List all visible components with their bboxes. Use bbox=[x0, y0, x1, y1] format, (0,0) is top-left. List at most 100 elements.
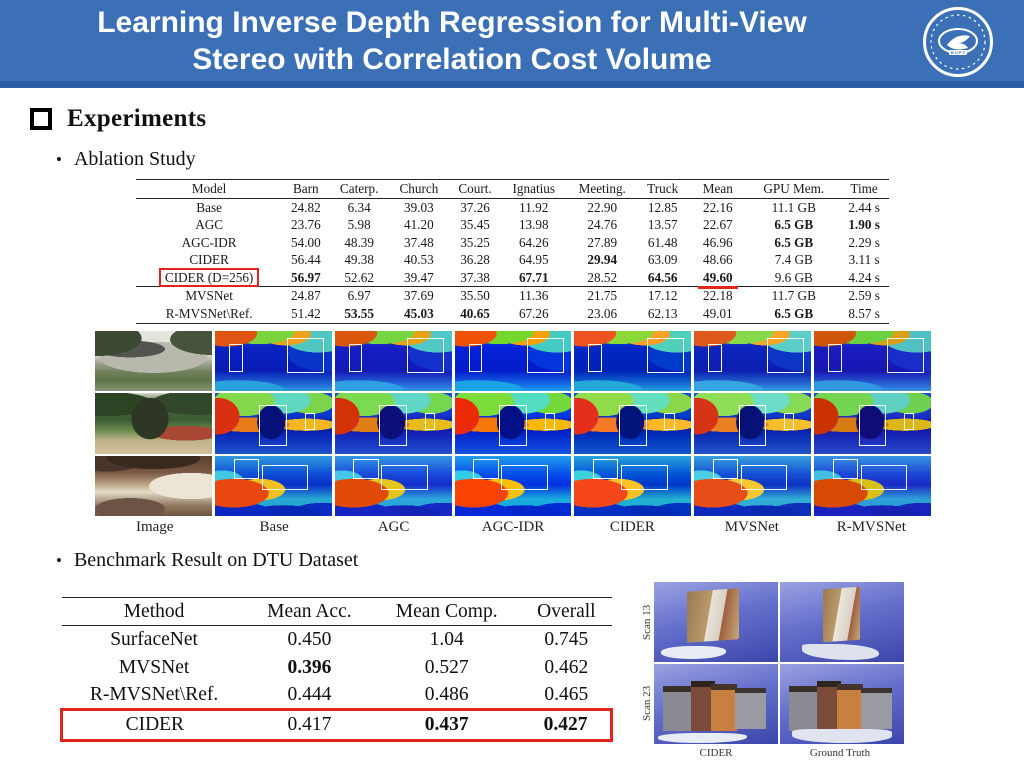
table-cell: AGC bbox=[195, 217, 224, 233]
table-cell: 11.1 GB bbox=[771, 199, 816, 215]
grid-col-label: AGC-IDR bbox=[481, 519, 545, 535]
highlight-rect bbox=[261, 465, 308, 491]
table-row: CIDER 56.44 49.38 40.53 36.28 64.95 29.94 63.09… bbox=[136, 251, 889, 269]
table-cell: 6.5 GB bbox=[774, 234, 814, 250]
table-cell: 48.39 bbox=[344, 234, 374, 250]
table-cell: 48.66 bbox=[702, 252, 733, 268]
table-cell: 37.69 bbox=[404, 288, 434, 304]
table-cell: 53.55 bbox=[344, 306, 374, 322]
highlight-rect bbox=[473, 459, 499, 480]
table-cell: MVSNet bbox=[185, 288, 233, 304]
table-cell: 51.42 bbox=[291, 306, 321, 322]
column-header: Ignatius bbox=[512, 181, 556, 196]
table-row: SurfaceNet 0.450 1.04 0.745 bbox=[62, 626, 612, 654]
table-cell: 64.56 bbox=[647, 269, 678, 285]
table-cell: 41.20 bbox=[404, 217, 434, 233]
table-cell: 61.48 bbox=[647, 234, 678, 250]
render-scan23-ground-truth bbox=[780, 664, 904, 744]
grid-col-label: CIDER bbox=[609, 519, 655, 535]
highlight-rect bbox=[664, 412, 675, 431]
scan23-label: Scan 23 bbox=[641, 685, 653, 722]
depth-map-mvsnet bbox=[694, 393, 812, 454]
table-cell: 0.417 bbox=[246, 708, 373, 742]
depth-map-mvsnet bbox=[694, 455, 812, 516]
table-cell: 0.462 bbox=[544, 656, 589, 678]
highlight-rect bbox=[259, 405, 287, 446]
table-cell: 23.76 bbox=[291, 217, 321, 233]
highlight-rect bbox=[527, 338, 565, 374]
table-cell: 56.44 bbox=[291, 252, 321, 268]
table-cell: 35.45 bbox=[460, 217, 490, 233]
table-cell: CIDER bbox=[59, 708, 247, 742]
table-cell: 6.34 bbox=[347, 199, 371, 215]
highlight-rect bbox=[766, 338, 804, 374]
column-header: Overall bbox=[537, 601, 596, 622]
highlight-rect bbox=[407, 338, 445, 374]
column-header: Truck bbox=[647, 181, 679, 196]
table-cell: 22.67 bbox=[702, 217, 733, 233]
bullet-ablation-study: • Ablation Study bbox=[56, 148, 196, 171]
table-cell: 2.29 s bbox=[848, 234, 880, 250]
depth-map-agc-idr bbox=[454, 455, 572, 516]
highlight-rect bbox=[468, 344, 483, 372]
table-cell: CIDER (D=256) bbox=[136, 267, 282, 288]
table-row: CIDER 0.417 0.437 0.427 bbox=[59, 708, 614, 742]
benchmark-table-body: SurfaceNet 0.450 1.04 0.745 MVSNet 0.396 0.527… bbox=[59, 626, 614, 742]
table-cell: MVSNet bbox=[118, 656, 190, 678]
ablation-table-header: Model Barn Caterp. Church Court. Ignatius Meet… bbox=[136, 179, 889, 199]
table-cell: 37.48 bbox=[404, 234, 434, 250]
highlight-rect bbox=[621, 465, 668, 491]
table-cell: 5.98 bbox=[347, 217, 371, 233]
table-cell: 11.36 bbox=[519, 288, 549, 304]
slide-header: Learning Inverse Depth Regression for Mu… bbox=[0, 0, 1024, 88]
table-cell: R-MVSNet\Ref. bbox=[165, 306, 253, 322]
table-cell: 13.57 bbox=[647, 217, 678, 233]
depth-map-agc bbox=[334, 393, 452, 454]
depth-map-agc-idr bbox=[454, 393, 572, 454]
meeting-room-photo bbox=[95, 455, 212, 516]
highlight-rect bbox=[593, 459, 619, 480]
table-cell: 45.03 bbox=[404, 306, 434, 322]
grid-col-label: MVSNet bbox=[724, 519, 779, 535]
table-cell: 24.82 bbox=[291, 199, 321, 215]
ablation-grid-labels: Image Base AGC AGC-IDR CIDER MVSNet R-MV… bbox=[95, 519, 931, 536]
column-header: Barn bbox=[293, 181, 319, 196]
ablation-image-grid bbox=[95, 331, 931, 516]
table-cell: 0.486 bbox=[424, 684, 469, 706]
highlight-rect bbox=[712, 459, 739, 480]
column-header: Meeting. bbox=[578, 181, 626, 196]
table-row: AGC 23.76 5.98 41.20 35.45 13.98 24.76 13.57 22.… bbox=[136, 216, 889, 234]
dot-bullet-icon: • bbox=[56, 150, 62, 169]
table-cell: 40.65 bbox=[460, 306, 490, 322]
ablation-table-body: Base 24.82 6.34 39.03 37.26 11.92 22.90 12.85 22… bbox=[136, 198, 889, 324]
table-cell: 4.24 s bbox=[848, 269, 880, 285]
slide-title: Learning Inverse Depth Regression for Mu… bbox=[18, 4, 886, 78]
column-header: Mean Acc. bbox=[267, 601, 352, 622]
dtu-cider-label: CIDER bbox=[699, 747, 733, 759]
highlight-rect bbox=[832, 459, 859, 480]
highlight-rect bbox=[228, 344, 243, 372]
highlight-rect bbox=[741, 465, 788, 491]
table-cell: 3.11 s bbox=[848, 252, 880, 268]
table-cell: 11.92 bbox=[519, 199, 549, 215]
table-cell: 36.28 bbox=[460, 252, 490, 268]
table-cell: 37.38 bbox=[460, 269, 490, 285]
depth-map-cider bbox=[574, 455, 692, 516]
table-cell: 54.00 bbox=[291, 234, 321, 250]
svg-text:B U P T: B U P T bbox=[951, 50, 966, 55]
table-cell: 35.25 bbox=[460, 234, 490, 250]
column-header: Model bbox=[191, 181, 227, 196]
highlight-rect bbox=[860, 465, 908, 491]
highlight-rect bbox=[501, 465, 548, 491]
depth-map-r-mvsnet bbox=[814, 331, 931, 392]
table-cell: 23.06 bbox=[587, 306, 618, 322]
bullet-benchmark-label: Benchmark Result on DTU Dataset bbox=[73, 549, 359, 571]
table-cell: 22.90 bbox=[587, 199, 618, 215]
section-heading-experiments: Experiments bbox=[30, 105, 206, 133]
highlight-rect bbox=[886, 338, 924, 374]
render-scan13-cider bbox=[654, 582, 778, 662]
square-bullet-icon bbox=[30, 108, 52, 130]
table-cell: 46.96 bbox=[702, 234, 733, 250]
table-cell: 35.50 bbox=[460, 288, 490, 304]
